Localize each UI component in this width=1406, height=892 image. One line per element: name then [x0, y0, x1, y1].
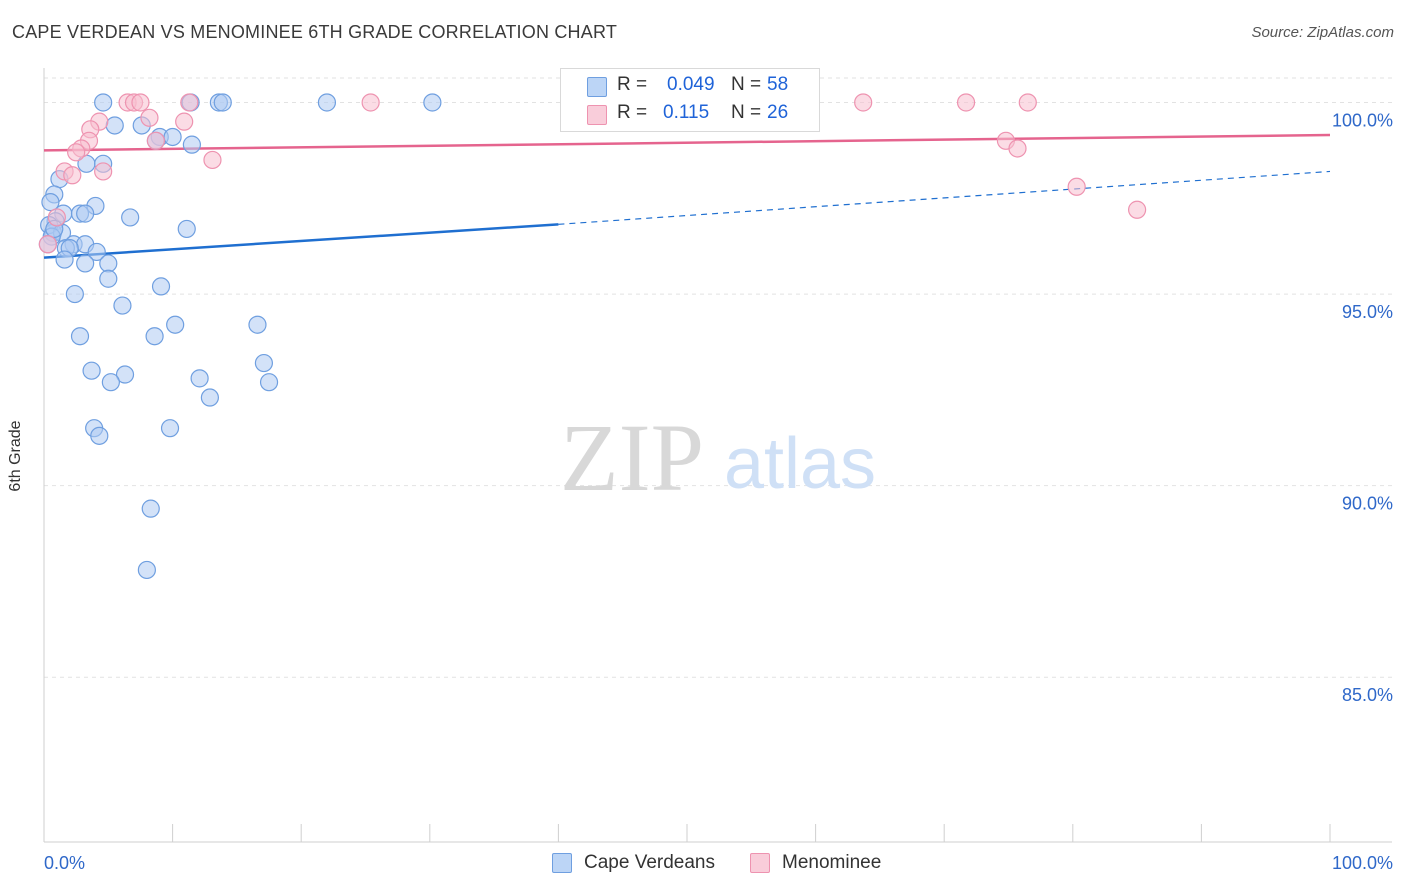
cape-verdean-point	[259, 373, 279, 392]
menominee-point	[131, 93, 150, 112]
menominee-point	[47, 208, 66, 227]
cape-verdean-point	[160, 419, 180, 438]
legend-swatch-blue	[552, 853, 572, 873]
watermark-atlas: atlas	[724, 424, 876, 504]
cape-verdean-point	[137, 560, 156, 580]
cape-verdean-point	[151, 277, 171, 296]
x-tick-label-right: 100.0%	[1332, 853, 1393, 873]
menominee-point	[140, 108, 159, 127]
cape-verdean-point	[213, 93, 232, 112]
cape-verdean-point	[70, 327, 90, 346]
cape-verdean-point	[55, 250, 74, 269]
cape-verdean-point	[82, 361, 101, 380]
series-legend: Cape Verdeans Menominee	[0, 852, 1406, 878]
cape-verdean-trendline	[43, 223, 559, 259]
cape-verdean-point	[145, 327, 164, 346]
cape-verdean-point	[76, 204, 95, 223]
menominee-point	[146, 131, 165, 150]
cape-verdean-point	[163, 127, 182, 147]
cape-verdean-point	[166, 315, 185, 334]
cape-verdean-point	[65, 284, 84, 304]
cape-verdean-point	[200, 388, 219, 407]
correlation-legend: R = 0.049 N = 58 R = 0.115 N = 26	[560, 68, 820, 132]
cape-verdean-point	[113, 296, 132, 315]
cape-verdean-point	[317, 93, 337, 112]
cape-verdean-point	[90, 426, 109, 445]
menominee-point	[1008, 139, 1027, 158]
cape-verdean-point	[101, 373, 120, 392]
menominee-point	[1067, 177, 1086, 196]
legend-n-label: N =	[731, 74, 762, 95]
legend-n-value: 26	[767, 102, 789, 123]
x-tick-label-left: 0.0%	[44, 853, 85, 873]
chart-source: Source: ZipAtlas.com	[1251, 24, 1394, 41]
cape-verdean-point	[141, 499, 160, 518]
watermark-zip: ZIP	[560, 404, 704, 511]
cape-verdean-point	[423, 93, 442, 112]
legend-row-menominee: R = 0.115 N = 26	[561, 99, 819, 129]
legend-label-cape-verdeans: Cape Verdeans	[584, 852, 715, 873]
cape-verdean-point	[248, 315, 267, 334]
menominee-point	[854, 93, 873, 112]
menominee-point	[67, 143, 86, 162]
legend-swatch-pink	[750, 853, 770, 873]
menominee-point	[38, 235, 57, 254]
legend-swatch-blue	[587, 77, 607, 97]
menominee-point	[956, 93, 976, 112]
cape-verdean-point	[177, 219, 196, 239]
legend-n-label: N =	[731, 102, 762, 123]
cape-verdean-point	[99, 254, 118, 273]
menominee-trendline	[43, 133, 1331, 152]
cape-verdean-point	[254, 353, 274, 373]
cape-verdean-point	[121, 208, 140, 227]
menominee-point	[1018, 93, 1037, 112]
menominee-point	[180, 93, 199, 112]
menominee-point	[203, 150, 222, 170]
menominee-point	[1127, 200, 1147, 219]
cape-verdean-point	[87, 242, 106, 262]
legend-r-value: 0.115	[663, 102, 710, 123]
cape-verdean-point	[76, 254, 95, 273]
y-tick-label: 90.0%	[1342, 494, 1393, 514]
cape-verdean-point	[105, 116, 124, 135]
chart-title: CAPE VERDEAN VS MENOMINEE 6TH GRADE CORR…	[12, 22, 618, 42]
legend-label-menominee: Menominee	[782, 852, 882, 873]
menominee-point	[94, 162, 113, 181]
y-tick-label: 85.0%	[1342, 685, 1393, 705]
cape-verdean-point	[99, 269, 118, 288]
menominee-point	[63, 166, 82, 185]
cape-verdean-point	[94, 93, 113, 112]
menominee-point	[175, 112, 194, 131]
legend-n-value: 58	[767, 74, 789, 95]
legend-swatch-pink	[587, 105, 607, 125]
menominee-point	[361, 93, 380, 112]
cape-verdean-point	[182, 135, 201, 154]
y-tick-label: 95.0%	[1342, 302, 1393, 322]
cape-verdean-point	[115, 365, 135, 384]
legend-r-label: R =	[617, 102, 648, 123]
cape-verdean-point	[41, 193, 60, 212]
cape-verdean-trendline-projection	[558, 170, 1331, 225]
legend-r-value: 0.049	[667, 74, 715, 95]
legend-r-label: R =	[617, 74, 648, 95]
y-tick-label: 100.0%	[1332, 110, 1393, 130]
cape-verdean-point	[190, 369, 209, 388]
legend-row-cape-verdeans: R = 0.049 N = 58	[561, 71, 819, 101]
